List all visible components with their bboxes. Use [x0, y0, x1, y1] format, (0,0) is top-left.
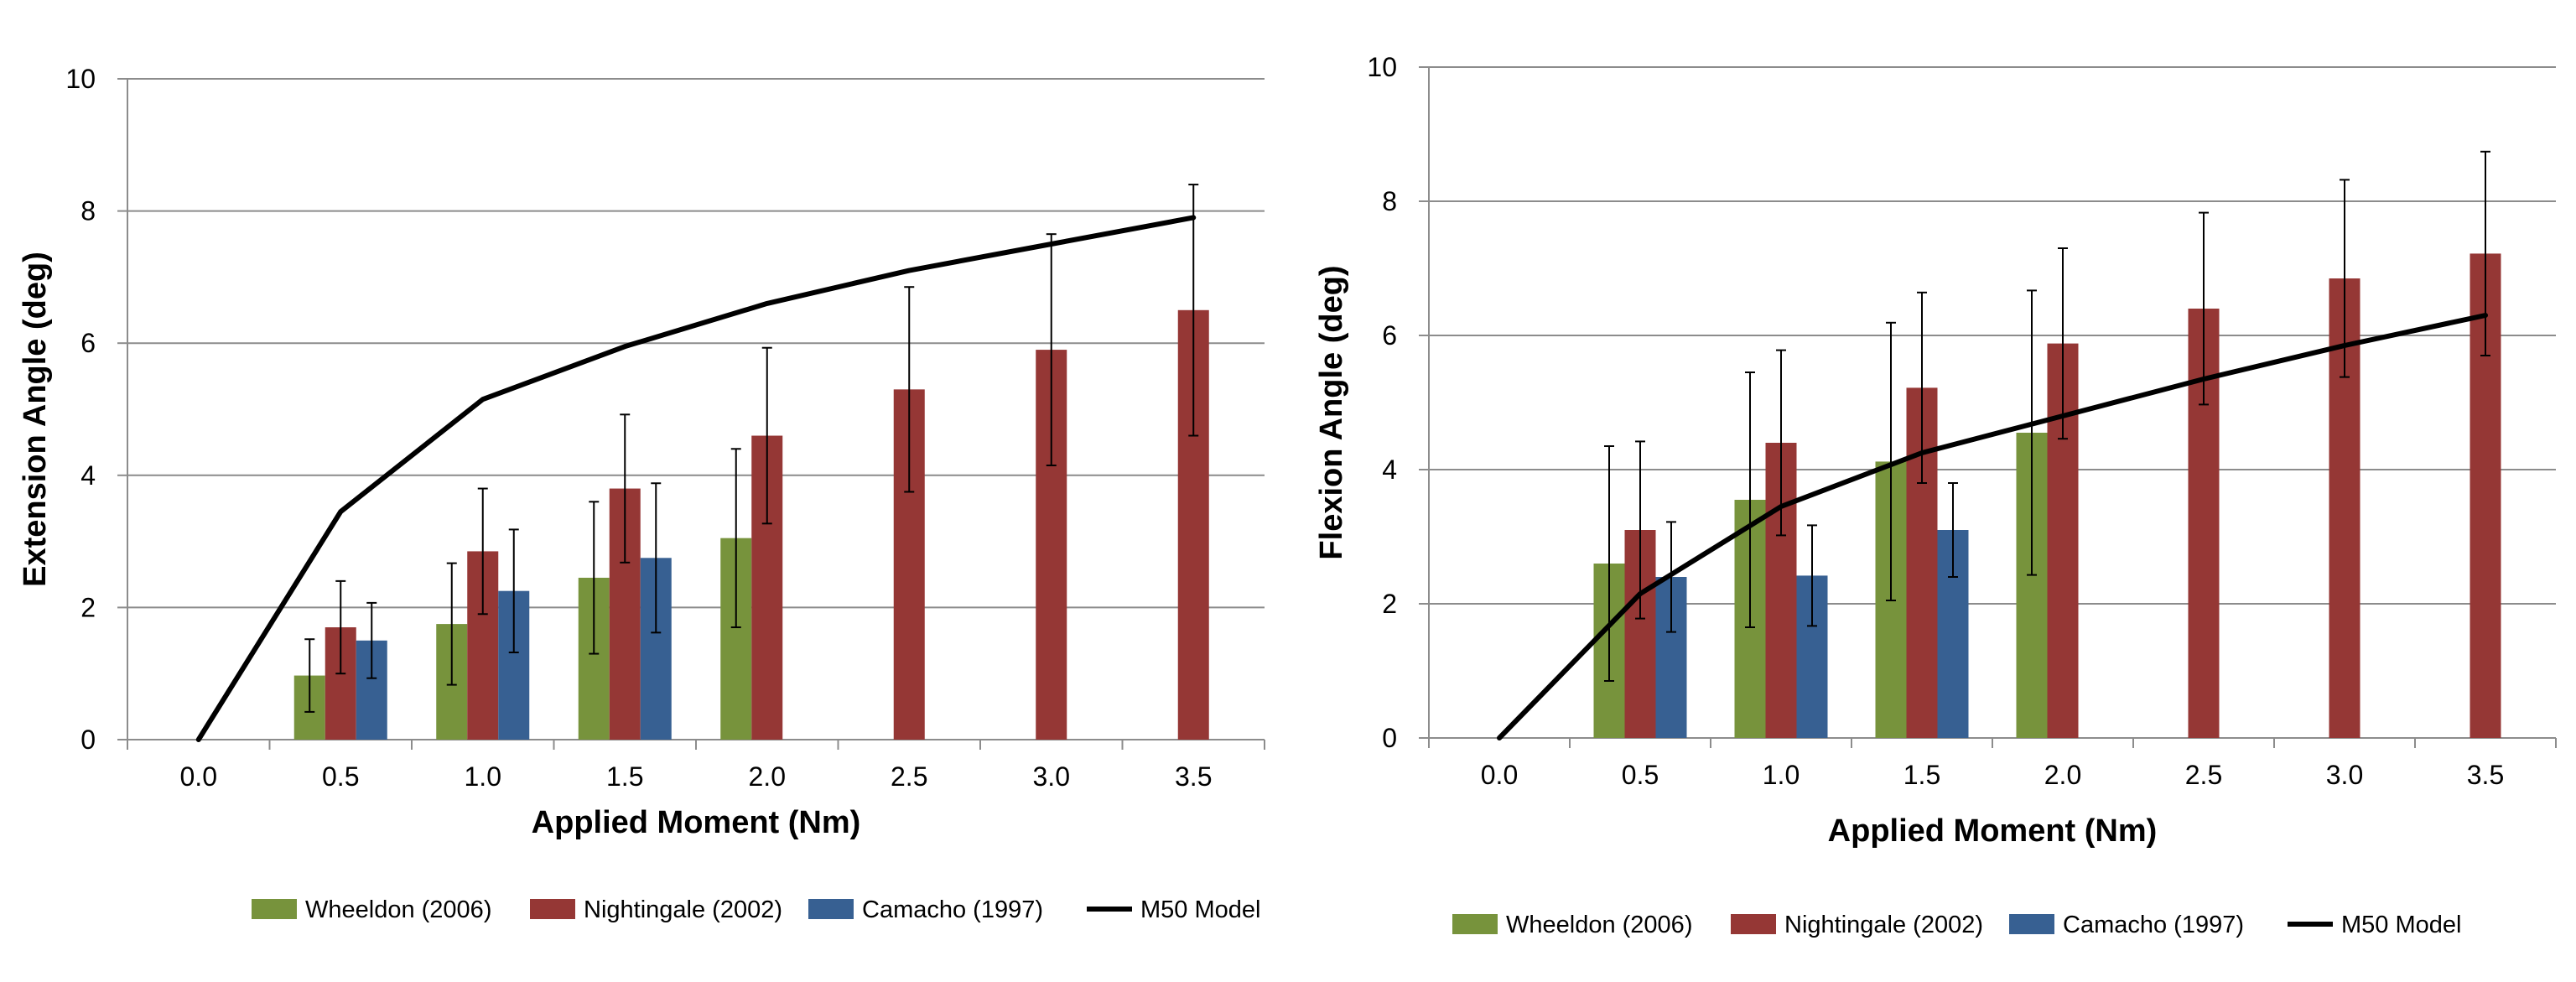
legend-swatch: [808, 899, 854, 919]
y-tick-label: 10: [1367, 52, 1397, 82]
flexion-chart: 0 2 4 6 8 10 0.0 0.5 1.0 1.5 2.0 2.5 3.0 3.5 Flexion A…: [1288, 0, 2576, 978]
x-tick-label: 2.5: [891, 761, 927, 792]
x-tick-label: 1.5: [1903, 760, 1940, 790]
legend-swatch: [2009, 914, 2054, 934]
legend-label: Nightingale (2002): [584, 896, 782, 923]
y-tick-label: 2: [80, 592, 96, 622]
x-tick-label: 1.0: [1763, 760, 1800, 790]
x-tick-label: 2.0: [2044, 760, 2081, 790]
y-tick-label: 4: [80, 460, 96, 491]
x-tick-label: 3.0: [2326, 760, 2363, 790]
x-tick-label: 3.5: [2467, 760, 2504, 790]
legend-label: Wheeldon (2006): [1506, 912, 1692, 938]
y-tick-label: 0: [80, 725, 96, 755]
x-tick-label: 3.0: [1033, 761, 1070, 792]
x-tick-label: 1.5: [606, 761, 643, 792]
x-tick-label: 0.5: [322, 761, 359, 792]
y-tick-label: 0: [1382, 723, 1397, 753]
y-tick-label: 8: [80, 196, 96, 226]
legend-label: Camacho (1997): [2063, 912, 2244, 938]
legend-label: Wheeldon (2006): [305, 896, 491, 923]
legend-label: M50 Model: [1140, 896, 1260, 923]
x-tick-label: 0.0: [1481, 760, 1518, 790]
legend-label: Nightingale (2002): [1784, 912, 1983, 938]
x-tick-label: 0.0: [180, 761, 217, 792]
legend-swatch: [1452, 914, 1498, 934]
x-tick-label: 2.5: [2185, 760, 2222, 790]
x-axis-title: Applied Moment (Nm): [1828, 813, 2158, 849]
x-axis-title: Applied Moment (Nm): [532, 805, 861, 840]
x-tick-label: 3.5: [1175, 761, 1212, 792]
legend-swatch: [252, 899, 297, 919]
legend-label: M50 Model: [2341, 912, 2461, 938]
y-tick-label: 6: [1382, 320, 1397, 351]
flexion-chart-panel: 0 2 4 6 8 10 0.0 0.5 1.0 1.5 2.0 2.5 3.0 3.5 Flexion A…: [1288, 0, 2576, 978]
y-tick-label: 10: [65, 64, 96, 94]
legend-swatch: [1731, 914, 1776, 934]
y-axis-title: Extension Angle (deg): [18, 252, 53, 587]
legend-label: Camacho (1997): [862, 896, 1043, 923]
x-tick-label: 2.0: [749, 761, 786, 792]
y-tick-label: 8: [1382, 186, 1397, 216]
x-tick-label: 1.0: [465, 761, 501, 792]
y-axis-title: Flexion Angle (deg): [1314, 265, 1349, 559]
x-tick-label: 0.5: [1622, 760, 1659, 790]
extension-chart-panel: 0 2 4 6 8 10 0.0 0.5 1.0 1.5 2.0 2.5 3.0 3.5 Extension…: [0, 0, 1288, 978]
y-tick-label: 4: [1382, 455, 1397, 485]
y-tick-label: 2: [1382, 589, 1397, 619]
extension-chart: 0 2 4 6 8 10 0.0 0.5 1.0 1.5 2.0 2.5 3.0 3.5 Extension…: [0, 0, 1288, 978]
legend-swatch: [530, 899, 575, 919]
y-tick-label: 6: [80, 328, 96, 358]
